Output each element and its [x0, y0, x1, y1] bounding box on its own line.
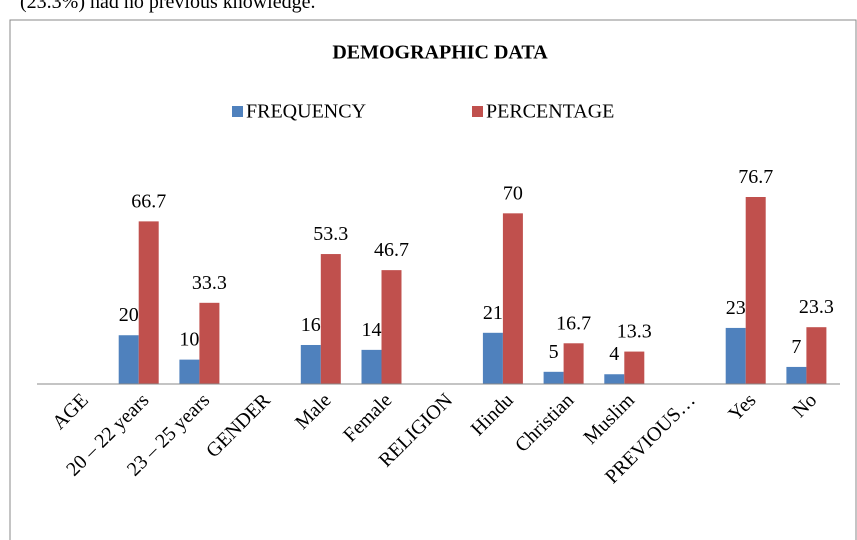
- bar: [502, 213, 523, 384]
- value-label: 70: [503, 182, 523, 204]
- value-label: 5: [549, 341, 559, 363]
- x-tick-label: Yes: [724, 389, 760, 425]
- value-label: 10: [179, 329, 199, 351]
- value-label: 16.7: [556, 312, 591, 334]
- bar: [361, 349, 382, 384]
- value-label: 16: [301, 314, 321, 336]
- bar: [482, 332, 503, 384]
- bar: [381, 270, 402, 384]
- chart-title: DEMOGRAPHIC DATA: [332, 42, 548, 64]
- bar: [563, 343, 584, 384]
- value-label: 23: [726, 297, 746, 319]
- value-label: 33.3: [192, 272, 227, 294]
- value-label: 20: [119, 304, 139, 326]
- value-label: 14: [362, 319, 382, 341]
- value-label: 46.7: [374, 239, 409, 261]
- bar: [624, 351, 645, 384]
- legend-swatch: [232, 106, 243, 117]
- bar: [745, 197, 766, 384]
- bar: [199, 302, 220, 384]
- x-tick-label: Christian: [511, 389, 578, 456]
- bar: [179, 359, 200, 384]
- x-tick-label: GENDER: [202, 389, 275, 462]
- x-tick-label: AGE: [48, 389, 93, 434]
- bar: [725, 327, 746, 384]
- bar: [543, 371, 564, 384]
- chart-border: [9, 19, 857, 540]
- x-tick-label: No: [788, 389, 821, 422]
- bar: [786, 366, 807, 384]
- value-label: 21: [483, 302, 503, 324]
- value-label: 76.7: [738, 166, 773, 188]
- bar: [118, 335, 139, 384]
- value-label: 53.3: [313, 223, 348, 245]
- caption-fragment: (23.3%) had no previous knowledge.: [20, 0, 316, 13]
- legend-swatch: [472, 106, 483, 117]
- bar: [138, 221, 159, 384]
- bar: [604, 374, 625, 384]
- value-label: 13.3: [617, 321, 652, 343]
- x-tick-label: Male: [291, 389, 336, 434]
- bar: [320, 254, 341, 384]
- x-tick-label: Female: [339, 389, 396, 446]
- value-label: 23.3: [799, 296, 834, 318]
- legend-label: PERCENTAGE: [486, 101, 614, 123]
- value-label: 4: [609, 343, 619, 365]
- value-label: 7: [791, 336, 801, 358]
- legend-label: FREQUENCY: [246, 101, 366, 123]
- bar: [300, 344, 321, 384]
- value-label: 66.7: [131, 190, 166, 212]
- x-tick-label: Muslim: [580, 389, 640, 449]
- x-tick-label: Hindu: [467, 389, 518, 440]
- bar: [806, 327, 827, 384]
